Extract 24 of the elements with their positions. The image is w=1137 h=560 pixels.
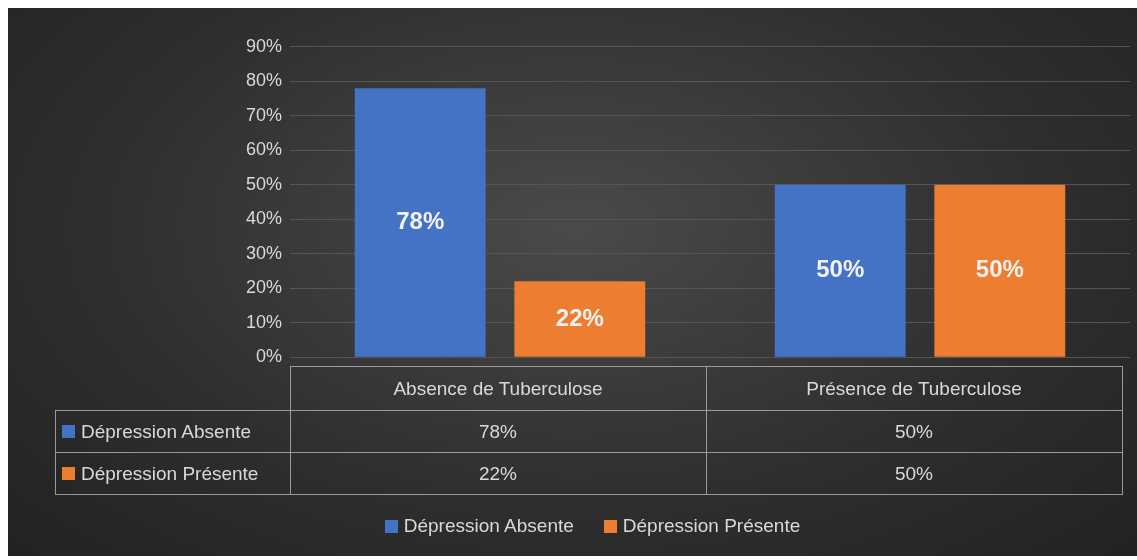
- y-tick-label: 40%: [245, 208, 282, 229]
- text: Dépression Absente: [403, 515, 574, 536]
- text: 78%: [396, 207, 445, 235]
- data-label: 50%: [706, 410, 1122, 453]
- data-label: 22%: [290, 452, 706, 495]
- legend-label: Dépression Présente: [622, 515, 801, 537]
- x-tick-label: Présence de Tuberculose: [706, 366, 1122, 411]
- y-tick-label: 20%: [245, 277, 282, 298]
- y-tick-label: 80%: [245, 70, 282, 91]
- y-tick-label: 90%: [245, 35, 282, 56]
- text: Dépression Présente: [81, 462, 259, 484]
- x-tick-label: Absence de Tuberculose: [290, 366, 706, 411]
- y-tick-label: 0%: [255, 346, 282, 367]
- y-tick-label: 60%: [245, 139, 282, 160]
- text: 50%: [816, 255, 865, 283]
- data-label: 78%: [290, 410, 706, 453]
- legend-label: Dépression Absente: [55, 410, 290, 453]
- text: 50%: [975, 255, 1024, 283]
- y-tick-label: 10%: [245, 311, 282, 332]
- y-tick-label: 70%: [245, 104, 282, 125]
- text: 22%: [555, 303, 604, 331]
- y-tick-label: 50%: [245, 173, 282, 194]
- data-label: 50%: [706, 452, 1122, 495]
- y-tick-label: 30%: [245, 242, 282, 263]
